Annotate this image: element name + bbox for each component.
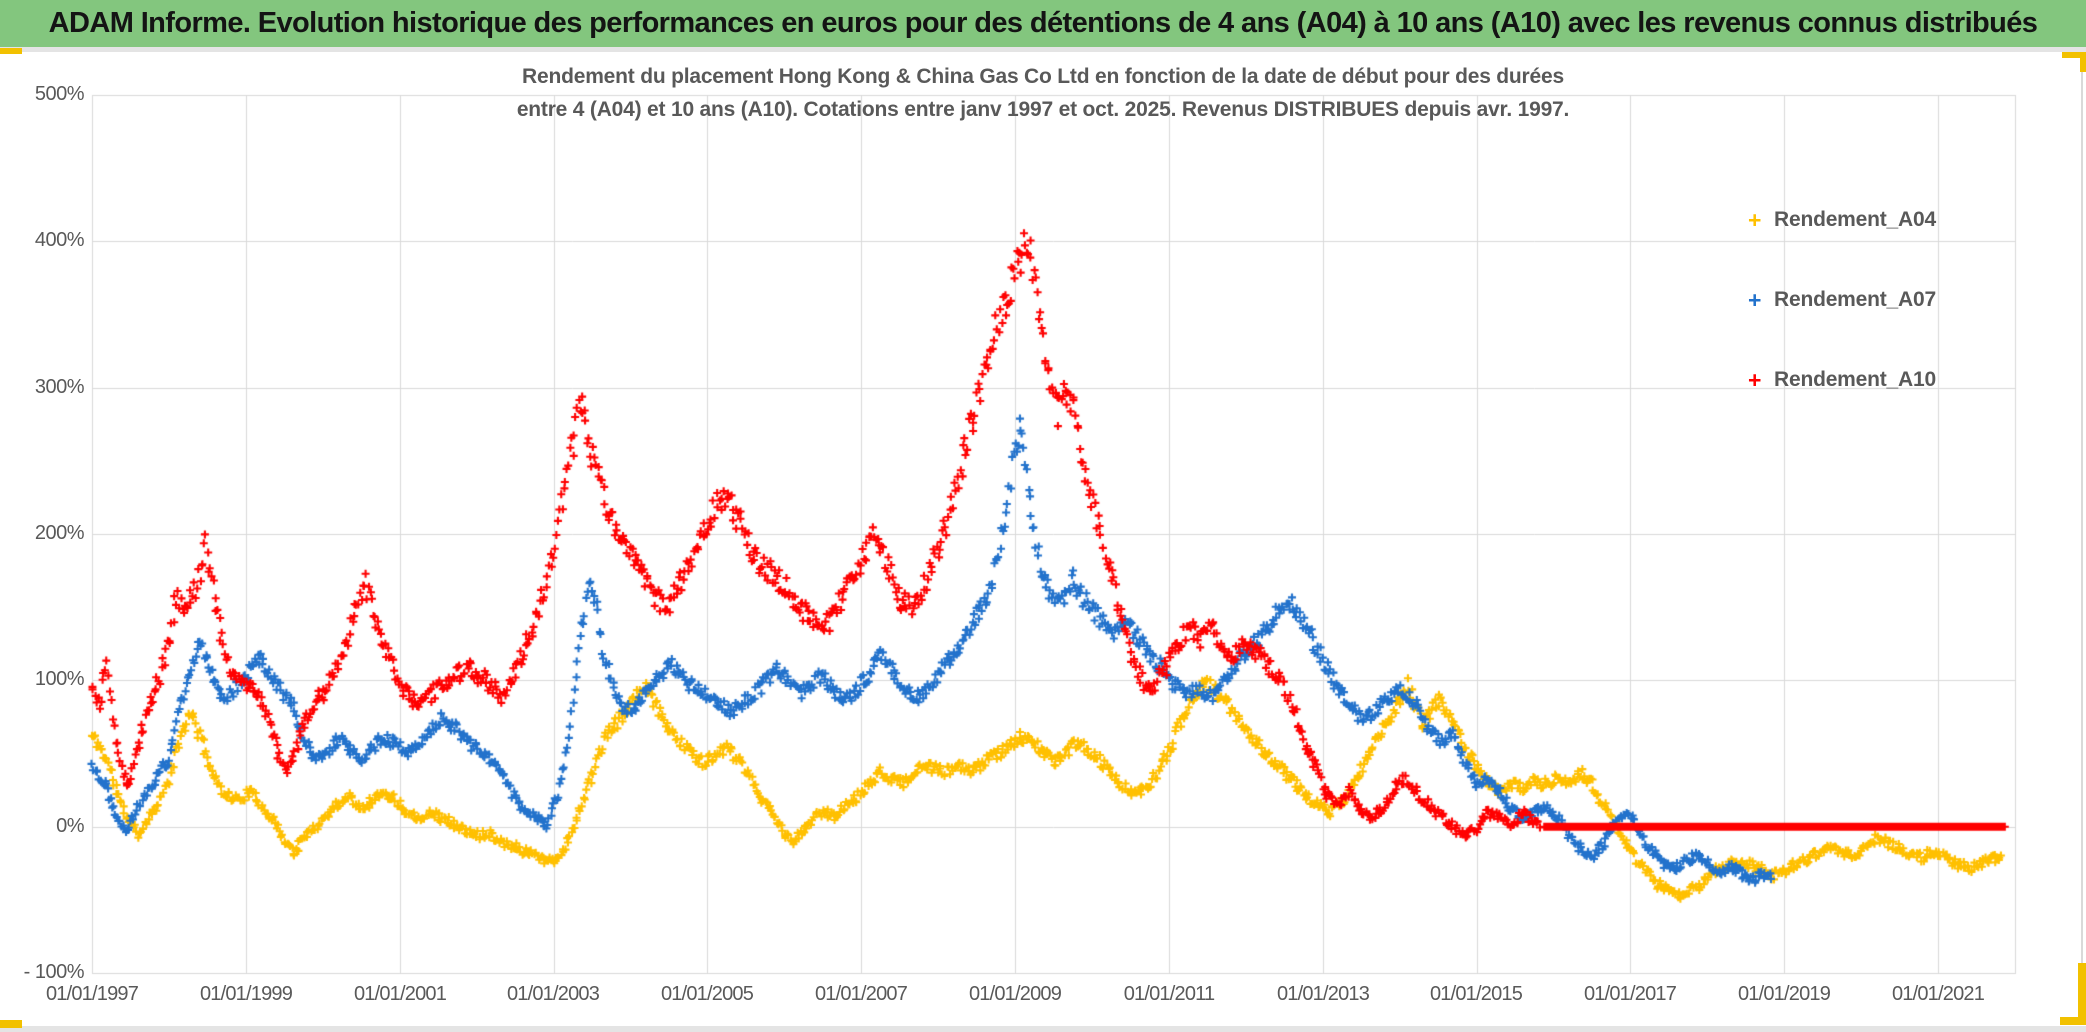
x-tick-2017: 01/01/2017 bbox=[1583, 983, 1677, 1005]
x-tick-2009: 01/01/2009 bbox=[968, 983, 1062, 1005]
legend-item-a10: + Rendement_A10 bbox=[1748, 367, 1936, 447]
y-tick-0: 0% bbox=[56, 815, 84, 837]
plus-marker-icon: + bbox=[1748, 207, 1762, 233]
y-tick-200: 200% bbox=[34, 522, 85, 544]
y-tick-100: 100% bbox=[34, 668, 85, 690]
legend-item-a04: + Rendement_A04 bbox=[1748, 207, 1936, 287]
legend-label-a07: Rendement_A07 bbox=[1774, 288, 1936, 311]
x-tick-2019: 01/01/2019 bbox=[1737, 983, 1831, 1005]
chart-title: Rendement du placement Hong Kong & China… bbox=[343, 60, 1743, 126]
legend-label-a10: Rendement_A10 bbox=[1774, 368, 1936, 391]
y-tick-300: 300% bbox=[34, 376, 85, 398]
legend-label-a04: Rendement_A04 bbox=[1774, 208, 1936, 231]
x-tick-1997: 01/01/1997 bbox=[45, 983, 139, 1005]
x-tick-2011: 01/01/2011 bbox=[1123, 983, 1215, 1005]
x-tick-1999: 01/01/1999 bbox=[199, 983, 293, 1005]
x-tick-2015: 01/01/2015 bbox=[1429, 983, 1523, 1005]
chart-title-line1: Rendement du placement Hong Kong & China… bbox=[522, 65, 1564, 88]
legend: + Rendement_A04 + Rendement_A07 + Rendem… bbox=[1748, 207, 1936, 447]
x-tick-2013: 01/01/2013 bbox=[1276, 983, 1370, 1005]
y-tick-500: 500% bbox=[34, 83, 85, 105]
x-tick-2003: 01/01/2003 bbox=[506, 983, 600, 1005]
x-tick-2021: 01/01/2021 bbox=[1891, 983, 1985, 1005]
y-tick-neg100: - 100% bbox=[23, 961, 85, 983]
x-tick-2001: 01/01/2001 bbox=[353, 983, 447, 1005]
y-tick-400: 400% bbox=[34, 229, 85, 251]
chart-title-line2: entre 4 (A04) et 10 ans (A10). Cotations… bbox=[516, 98, 1570, 121]
x-tick-2005: 01/01/2005 bbox=[660, 983, 754, 1005]
plus-marker-icon: + bbox=[1748, 287, 1762, 313]
legend-item-a07: + Rendement_A07 bbox=[1748, 287, 1936, 367]
x-tick-2007: 01/01/2007 bbox=[814, 983, 908, 1005]
plus-marker-icon: + bbox=[1748, 367, 1762, 393]
